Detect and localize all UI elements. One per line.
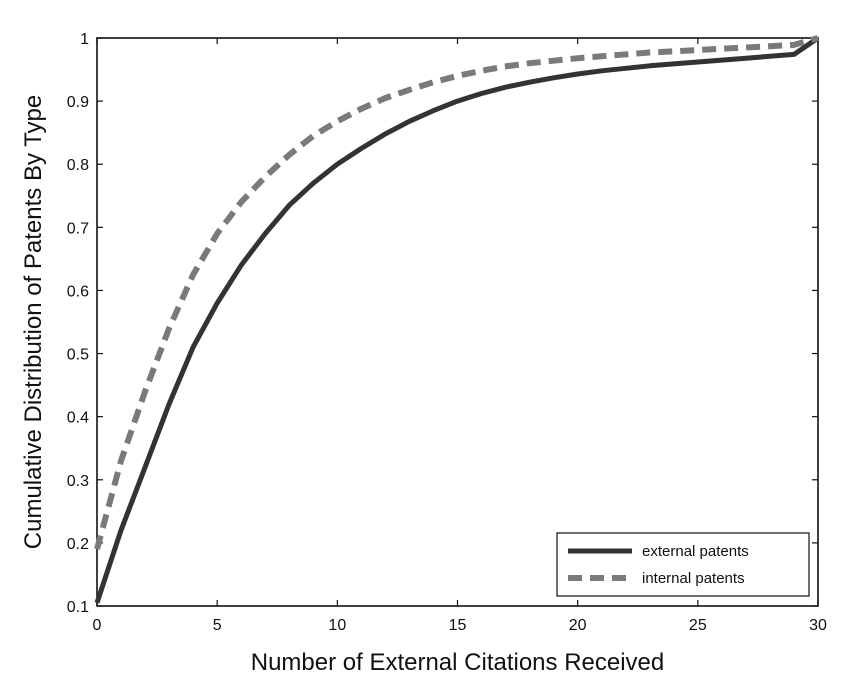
x-axis-title: Number of External Citations Received [251,649,665,676]
y-tick-label: 0.6 [67,283,89,300]
x-tick-label: 25 [689,617,707,634]
y-tick-label: 0.4 [67,410,89,427]
x-tick-label: 30 [809,617,827,634]
y-tick-label: 0.2 [67,536,89,553]
x-tick-label: 20 [569,617,587,634]
legend-label-internal-patents: internal patents [642,570,745,587]
series-line-internal-patents [94,35,819,550]
legend-label-external-patents: external patents [642,543,749,560]
series-layer [94,35,820,604]
y-tick-label: 0.3 [67,473,89,490]
x-tick-label: 5 [213,617,222,634]
y-tick-label: 0.1 [67,599,89,616]
x-axis-ticks: 0 5 10 15 20 25 30 [93,38,827,634]
legend-box [556,532,810,597]
y-axis-title: Cumulative Distribution of Patents By Ty… [20,95,47,549]
x-tick-label: 15 [449,617,467,634]
y-tick-label: 0.7 [67,220,89,237]
x-tick-label: 0 [93,617,102,634]
x-tick-label: 10 [328,617,346,634]
y-tick-label: 0.9 [67,94,89,111]
y-tick-label: 1 [80,31,89,48]
y-tick-label: 0.8 [67,157,89,174]
y-axis-ticks: 0.1 0.2 0.3 0.4 0.5 0.6 0.7 0.8 0.9 1 [67,31,818,616]
series-line-external-patents [94,35,820,604]
legend: external patents internal patents [556,532,810,597]
y-tick-label: 0.5 [67,347,89,364]
